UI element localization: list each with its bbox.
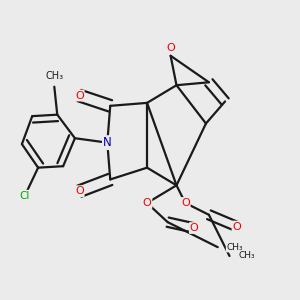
Text: CH₃: CH₃ — [238, 251, 255, 260]
Text: O: O — [166, 43, 175, 53]
Text: CH₃: CH₃ — [226, 243, 243, 252]
Text: N: N — [103, 136, 112, 149]
Text: CH₃: CH₃ — [45, 71, 63, 81]
Text: O: O — [143, 198, 152, 208]
Text: Cl: Cl — [20, 190, 30, 201]
Text: O: O — [190, 223, 199, 233]
Text: O: O — [75, 91, 84, 100]
Text: O: O — [75, 186, 84, 196]
Text: O: O — [232, 222, 241, 232]
Text: O: O — [181, 198, 190, 208]
